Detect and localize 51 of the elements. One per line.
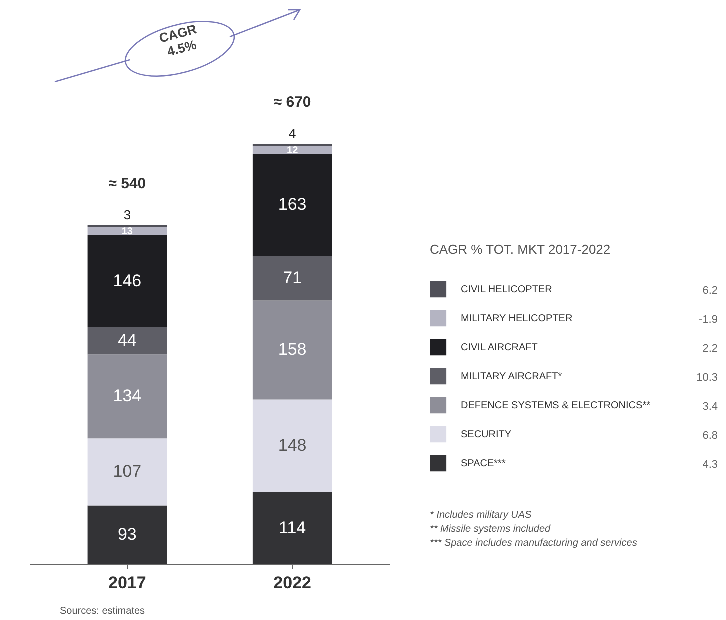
bar	[252, 256, 332, 301]
data-label: 4	[288, 126, 296, 141]
bar	[252, 492, 332, 564]
text: * Includes military UAS	[430, 510, 532, 520]
legend-label: SPACE***	[461, 458, 506, 470]
data-label: 93	[118, 524, 137, 544]
x-tick-label: 2022	[274, 574, 312, 592]
text: 4.3	[702, 458, 718, 470]
data-label: 134	[113, 386, 142, 406]
bar	[252, 146, 332, 154]
bar	[88, 227, 168, 236]
bar	[88, 354, 168, 439]
bar	[252, 144, 332, 147]
bar	[88, 236, 168, 328]
data-label: 71	[283, 268, 302, 288]
text: 10.3	[696, 372, 718, 384]
data-label: 114	[279, 518, 306, 538]
text: *** Space includes manufacturing and services	[430, 538, 638, 548]
bar	[88, 506, 168, 564]
data-label: 44	[118, 330, 137, 350]
legend-label: CIVIL AIRCRAFT	[461, 342, 538, 354]
x-tick-label: 2017	[108, 574, 146, 592]
legend-title: CAGR % TOT. MKT 2017-2022	[430, 242, 611, 257]
data-label: 12	[287, 145, 299, 156]
legend-label: SECURITY	[461, 430, 512, 440]
source-note: Sources: estimates	[60, 606, 146, 617]
total-label: ≈ 540	[108, 175, 146, 192]
bar	[252, 154, 332, 256]
data-label: 148	[278, 436, 307, 456]
legend-label: MILITARY HELICOPTER	[461, 314, 573, 324]
text: 3.4	[702, 400, 718, 412]
total-label: ≈ 670	[274, 94, 312, 111]
text: ** Missile systems included	[430, 524, 551, 534]
text: CAGR 4.5%	[156, 20, 200, 62]
bar	[88, 438, 168, 506]
bar	[88, 327, 168, 355]
text: 6.2	[702, 284, 718, 296]
data-label: 107	[113, 462, 142, 482]
bar	[252, 300, 332, 400]
data-label: 163	[278, 195, 307, 214]
text: 6.8	[702, 430, 718, 442]
legend-label: CIVIL HELICOPTER	[461, 284, 552, 296]
data-label: 3	[124, 207, 132, 222]
text: 2.2	[702, 342, 718, 354]
legend-label: MILITARY AIRCRAFT*	[461, 372, 562, 382]
text: -1.9	[699, 314, 718, 326]
legend-label: DEFENCE SYSTEMS & ELECTRONICS**	[461, 400, 651, 412]
data-label: 146	[113, 271, 142, 290]
data-label: 13	[122, 226, 134, 238]
bar	[252, 400, 332, 493]
data-label: 158	[278, 340, 307, 360]
